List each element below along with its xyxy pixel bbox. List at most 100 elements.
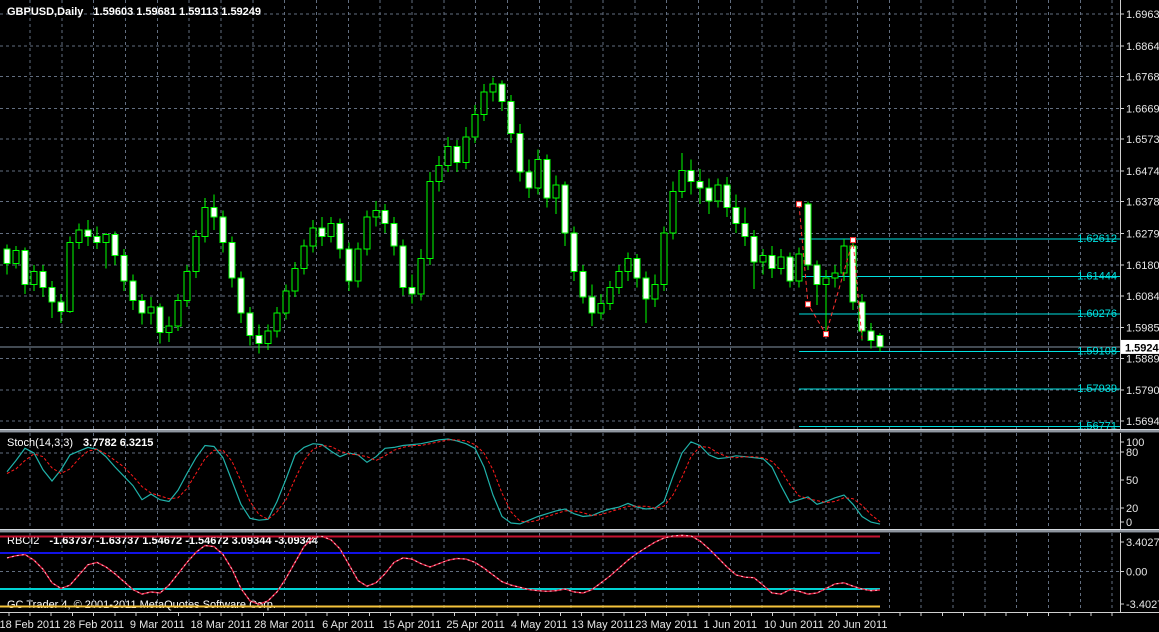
title-ohlc-values: 1.59603 1.59681 1.59113 1.59249 xyxy=(93,6,262,18)
candle-body xyxy=(561,184,569,234)
symbol-period-label: GBPUSD,Daily xyxy=(7,6,84,18)
candle-body xyxy=(111,234,119,256)
candle-body xyxy=(750,235,758,263)
axis-price-label: 1.66690 xyxy=(1126,103,1159,115)
candle-body xyxy=(840,245,848,274)
candle-body xyxy=(435,165,443,183)
candle-body xyxy=(795,253,803,282)
copyright-text: GC Trader 4, © 2001-2011 MetaQuotes Soft… xyxy=(7,599,276,611)
candle-body xyxy=(804,203,812,266)
candle-body xyxy=(552,184,560,199)
candle-body xyxy=(228,242,236,279)
candle-body xyxy=(705,187,713,202)
candle-body xyxy=(849,245,857,303)
candle-body xyxy=(417,258,425,295)
candle-body xyxy=(327,222,335,237)
axis-price-label: 1.57900 xyxy=(1126,385,1159,397)
x-axis-label: 28 Mar 2011 xyxy=(254,619,315,631)
axis-price-label: 1.61800 xyxy=(1126,260,1159,272)
candle-body xyxy=(858,301,866,332)
axis-price-label: 1.64740 xyxy=(1126,166,1159,178)
candle-body xyxy=(282,290,290,314)
stochastic-indicator-label: Stoch(14,3,3) 3.7782 6.3215 xyxy=(7,437,153,449)
candle-body xyxy=(498,83,506,103)
trade-marker xyxy=(850,237,856,244)
candle-body xyxy=(291,267,299,292)
candle-body xyxy=(579,271,587,298)
candle-body xyxy=(3,248,11,265)
stochastic-panel[interactable] xyxy=(0,433,1120,529)
price-chart-panel[interactable]: 1.62612 1.61444 1.60276 1.59108 1.57939 1.567… xyxy=(0,0,1120,429)
x-axis-label: 25 Apr 2011 xyxy=(446,619,505,631)
candle-body xyxy=(84,229,92,237)
trade-marker xyxy=(805,301,811,308)
candle-body xyxy=(714,184,722,202)
candle-body xyxy=(57,301,65,313)
axis-price-label: 1.60840 xyxy=(1126,291,1159,303)
candle-body xyxy=(534,158,542,189)
candle-body xyxy=(138,299,146,314)
candle-body xyxy=(651,283,659,300)
price-axis[interactable]: 1.69630 1.68640 1.67680 1.66690 1.65730 1.647… xyxy=(1120,0,1159,612)
level-price-label: 1.60276 xyxy=(1077,308,1117,320)
candle-body xyxy=(453,145,461,163)
candle-body xyxy=(768,254,776,269)
candle-body xyxy=(309,227,317,247)
current-price-text: 1.59249 xyxy=(1125,342,1159,354)
rbci-name: RBCI2 xyxy=(7,535,40,547)
candle-body xyxy=(597,303,605,314)
candle-body xyxy=(264,330,272,345)
candle-body xyxy=(129,280,137,301)
candle-body xyxy=(696,181,704,189)
candle-body xyxy=(831,272,839,279)
candle-body xyxy=(462,136,470,163)
axis-price-label: 1.65730 xyxy=(1126,134,1159,146)
candle-body xyxy=(21,250,29,285)
x-axis-label: 23 May 2011 xyxy=(635,619,698,631)
axis-price-label: 1.68640 xyxy=(1126,41,1159,53)
candle-body xyxy=(219,216,227,244)
panel-separator[interactable] xyxy=(0,529,1159,533)
candle-body xyxy=(615,271,623,289)
stoch-signal-line xyxy=(6,439,881,523)
candle-body xyxy=(642,277,650,300)
candle-body xyxy=(120,254,128,282)
stoch-main-line xyxy=(6,438,881,525)
panel-separator[interactable] xyxy=(0,429,1159,433)
candle-body xyxy=(786,256,794,282)
candle-body xyxy=(759,254,767,263)
trade-marker xyxy=(796,201,802,208)
date-axis[interactable]: 18 Feb 2011 28 Feb 2011 9 Mar 2011 18 Mar 2… xyxy=(0,612,1159,632)
axis-price-label: -3.40278 xyxy=(1126,599,1159,611)
level-price-label: 1.59108 xyxy=(1077,345,1117,357)
x-axis-label: 18 Feb 2011 xyxy=(0,619,60,631)
candle-body xyxy=(408,287,416,295)
candle-body xyxy=(516,133,524,173)
axis-price-label: 80 xyxy=(1126,447,1138,459)
stoch-values: 3.7782 6.3215 xyxy=(83,437,154,449)
candle-body xyxy=(147,306,155,314)
candle-body xyxy=(201,206,209,237)
level-price-label: 1.62612 xyxy=(1077,233,1117,245)
candle-body xyxy=(633,258,641,279)
candle-body xyxy=(390,222,398,247)
candle-body xyxy=(489,83,497,93)
axis-price-label: 0.00 xyxy=(1126,567,1147,579)
axis-price-label: 1.67680 xyxy=(1126,72,1159,84)
candle-body xyxy=(183,271,191,301)
candle-body xyxy=(660,232,668,285)
candle-body xyxy=(624,258,632,273)
candle-body xyxy=(48,287,56,303)
candle-body xyxy=(822,277,830,285)
candle-body xyxy=(255,335,263,345)
rbci-indicator-label: RBCI2 -1.63737 -1.63737 1.54672 -1.54672 … xyxy=(7,535,318,547)
x-axis-label: 20 Jun 2011 xyxy=(828,619,888,631)
axis-price-label: 3.40278 xyxy=(1126,537,1159,549)
candle-body xyxy=(813,264,821,285)
candle-body xyxy=(273,312,281,332)
axis-price-label: 1.62790 xyxy=(1126,228,1159,240)
x-axis-label: 13 May 2011 xyxy=(572,619,635,631)
candle-body xyxy=(399,245,407,289)
rbci-panel[interactable] xyxy=(0,533,1120,611)
